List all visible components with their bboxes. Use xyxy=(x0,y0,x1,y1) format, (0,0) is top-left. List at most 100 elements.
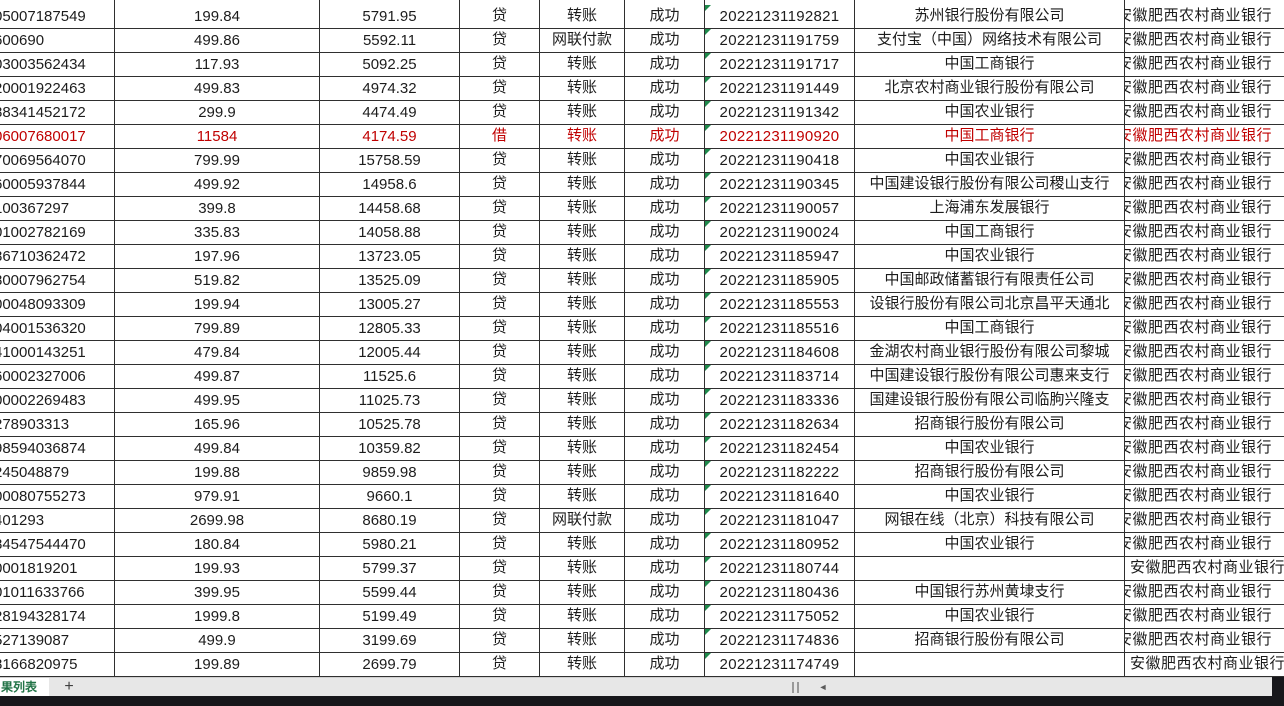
cell-amount[interactable]: 519.82 xyxy=(115,269,320,293)
cell-debit-credit[interactable]: 贷 xyxy=(460,101,540,125)
cell-timestamp[interactable]: 20221231182222 xyxy=(705,461,855,485)
cell-amount[interactable]: 499.9 xyxy=(115,629,320,653)
cell-amount[interactable]: 499.92 xyxy=(115,173,320,197)
cell-txn-type[interactable]: 转账 xyxy=(540,77,625,101)
cell[interactable] xyxy=(460,0,540,5)
cell-status[interactable]: 成功 xyxy=(625,581,705,605)
cell-debit-credit[interactable]: 贷 xyxy=(460,437,540,461)
cell-txn-type[interactable]: 转账 xyxy=(540,581,625,605)
cell-counterpart-bank[interactable]: 上海浦东发展银行 xyxy=(855,197,1125,221)
cell-debit-credit[interactable]: 贷 xyxy=(460,317,540,341)
cell-balance[interactable]: 8680.19 xyxy=(320,509,460,533)
cell-account-id[interactable]: 01002782169 xyxy=(0,221,115,245)
cell-debit-credit[interactable]: 贷 xyxy=(460,629,540,653)
cell-counterpart-bank[interactable]: 中国农业银行 xyxy=(855,533,1125,557)
cell-own-bank[interactable]: 安徽肥西农村商业银行 xyxy=(1125,317,1284,341)
cell-balance[interactable]: 5980.21 xyxy=(320,533,460,557)
cell-account-id[interactable]: 28194328174 xyxy=(0,605,115,629)
cell-account-id[interactable]: 41000143251 xyxy=(0,341,115,365)
cell-status[interactable]: 成功 xyxy=(625,509,705,533)
cell-debit-credit[interactable]: 贷 xyxy=(460,533,540,557)
cell-status[interactable]: 成功 xyxy=(625,101,705,125)
cell-txn-type[interactable]: 转账 xyxy=(540,629,625,653)
cell-own-bank[interactable]: 安徽肥西农村商业银行 xyxy=(1125,629,1284,653)
cell-own-bank[interactable]: 安徽肥西农村商业银行 xyxy=(1125,413,1284,437)
cell-own-bank[interactable]: 安徽肥西农村商业银行 xyxy=(1125,533,1284,557)
cell-amount[interactable]: 979.91 xyxy=(115,485,320,509)
cell-own-bank[interactable]: 安徽肥西农村商业银行 xyxy=(1125,197,1284,221)
cell-balance[interactable]: 10525.78 xyxy=(320,413,460,437)
cell-txn-type[interactable]: 转账 xyxy=(540,485,625,509)
cell-counterpart-bank[interactable]: 中国农业银行 xyxy=(855,485,1125,509)
cell-account-id[interactable]: 278903313 xyxy=(0,413,115,437)
cell-counterpart-bank[interactable]: 招商银行股份有限公司 xyxy=(855,629,1125,653)
cell-amount[interactable]: 799.99 xyxy=(115,149,320,173)
cell-balance[interactable]: 5791.95 xyxy=(320,5,460,29)
cell-debit-credit[interactable]: 贷 xyxy=(460,77,540,101)
cell-debit-credit[interactable]: 贷 xyxy=(460,413,540,437)
cell[interactable] xyxy=(855,0,1125,5)
cell-own-bank[interactable]: 安徽肥西农村商业银行 xyxy=(1125,125,1284,149)
cell-debit-credit[interactable]: 贷 xyxy=(460,197,540,221)
cell-status[interactable]: 成功 xyxy=(625,437,705,461)
cell-status[interactable]: 成功 xyxy=(625,653,705,677)
cell-own-bank[interactable]: 安徽肥西农村商业银行 xyxy=(1125,269,1284,293)
cell-account-id[interactable]: 8166820975 xyxy=(0,653,115,677)
cell-account-id[interactable]: 04001536320 xyxy=(0,317,115,341)
cell-timestamp[interactable]: 20221231190024 xyxy=(705,221,855,245)
cell-own-bank[interactable]: 安徽肥西农村商业银行 xyxy=(1125,149,1284,173)
cell-status[interactable]: 成功 xyxy=(625,461,705,485)
cell-account-id[interactable]: 05007187549 xyxy=(0,5,115,29)
cell-amount[interactable]: 479.84 xyxy=(115,341,320,365)
cell-txn-type[interactable]: 转账 xyxy=(540,341,625,365)
cell-counterpart-bank[interactable]: 中国银行苏州黄埭支行 xyxy=(855,581,1125,605)
cell-timestamp[interactable]: 20221231190345 xyxy=(705,173,855,197)
cell-amount[interactable]: 180.84 xyxy=(115,533,320,557)
cell-counterpart-bank[interactable]: 支付宝（中国）网络技术有限公司 xyxy=(855,29,1125,53)
cell-counterpart-bank[interactable]: 中国工商银行 xyxy=(855,53,1125,77)
cell-status[interactable]: 成功 xyxy=(625,629,705,653)
cell-amount[interactable]: 2699.98 xyxy=(115,509,320,533)
cell-status[interactable]: 成功 xyxy=(625,485,705,509)
cell-debit-credit[interactable]: 贷 xyxy=(460,29,540,53)
cell-amount[interactable]: 399.95 xyxy=(115,581,320,605)
cell[interactable] xyxy=(625,0,705,5)
cell-counterpart-bank[interactable]: 北京农村商业银行股份有限公司 xyxy=(855,77,1125,101)
cell-txn-type[interactable]: 转账 xyxy=(540,461,625,485)
cell-timestamp[interactable]: 20221231183714 xyxy=(705,365,855,389)
cell-txn-type[interactable]: 转账 xyxy=(540,269,625,293)
cell-counterpart-bank[interactable]: 中国建设银行股份有限公司惠来支行 xyxy=(855,365,1125,389)
cell-own-bank[interactable]: 安徽肥西农村商业银行 xyxy=(1125,173,1284,197)
cell-account-id[interactable]: 60002327006 xyxy=(0,365,115,389)
cell-balance[interactable]: 5092.25 xyxy=(320,53,460,77)
cell-counterpart-bank[interactable]: 中国工商银行 xyxy=(855,221,1125,245)
cell-timestamp[interactable]: 20221231191759 xyxy=(705,29,855,53)
cell-account-id[interactable]: 600690 xyxy=(0,29,115,53)
cell[interactable] xyxy=(540,0,625,5)
cell-status[interactable]: 成功 xyxy=(625,413,705,437)
cell-debit-credit[interactable]: 贷 xyxy=(460,653,540,677)
cell-txn-type[interactable]: 网联付款 xyxy=(540,509,625,533)
cell-timestamp[interactable]: 20221231181047 xyxy=(705,509,855,533)
cell-account-id[interactable]: 00002269483 xyxy=(0,389,115,413)
cell-timestamp[interactable]: 20221231191717 xyxy=(705,53,855,77)
cell[interactable] xyxy=(705,0,855,5)
cell-balance[interactable]: 5199.49 xyxy=(320,605,460,629)
cell-account-id[interactable]: 70069564070 xyxy=(0,149,115,173)
cell-timestamp[interactable]: 20221231174836 xyxy=(705,629,855,653)
cell-timestamp[interactable]: 20221231191449 xyxy=(705,77,855,101)
cell-debit-credit[interactable]: 贷 xyxy=(460,53,540,77)
cell-debit-credit[interactable]: 贷 xyxy=(460,485,540,509)
cell-debit-credit[interactable]: 贷 xyxy=(460,581,540,605)
cell-account-id[interactable]: 527139087 xyxy=(0,629,115,653)
cell-balance[interactable]: 11025.73 xyxy=(320,389,460,413)
cell-status[interactable]: 成功 xyxy=(625,29,705,53)
cell-counterpart-bank[interactable]: 设银行股份有限公司北京昌平天通北 xyxy=(855,293,1125,317)
cell-amount[interactable]: 499.84 xyxy=(115,437,320,461)
cell-debit-credit[interactable]: 贷 xyxy=(460,245,540,269)
cell-status[interactable]: 成功 xyxy=(625,77,705,101)
cell-counterpart-bank[interactable]: 国建设银行股份有限公司临朐兴隆支 xyxy=(855,389,1125,413)
cell-account-id[interactable]: 401293 xyxy=(0,509,115,533)
cell-status[interactable]: 成功 xyxy=(625,605,705,629)
cell-own-bank[interactable]: 安徽肥西农村商业银行 xyxy=(1125,341,1284,365)
